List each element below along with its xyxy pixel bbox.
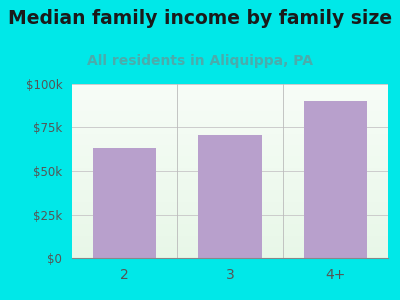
Text: All residents in Aliquippa, PA: All residents in Aliquippa, PA <box>87 54 313 68</box>
Bar <box>93 148 156 258</box>
Text: Median family income by family size: Median family income by family size <box>8 9 392 28</box>
Bar <box>304 100 367 258</box>
Bar <box>198 135 262 258</box>
